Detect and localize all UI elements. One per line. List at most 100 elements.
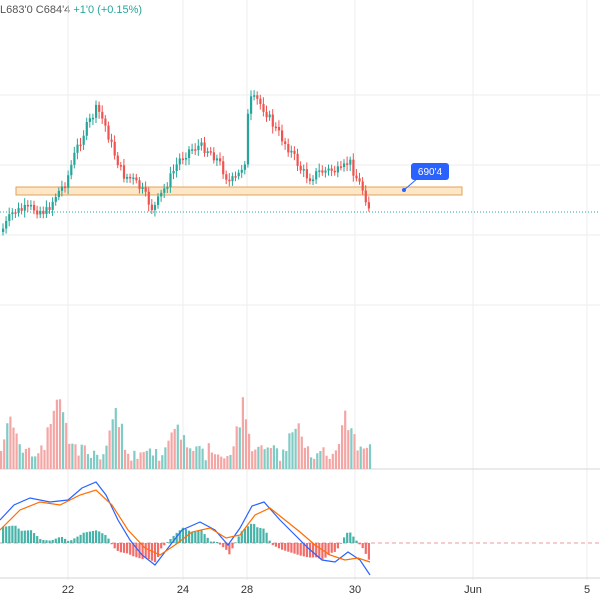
volume-bar <box>254 449 257 469</box>
macd-hist-bar <box>321 543 324 560</box>
macd-hist-bar <box>274 543 277 547</box>
volume-bar <box>341 425 344 469</box>
candle-body <box>26 204 29 207</box>
macd-hist-bar <box>287 543 290 552</box>
macd-hist-bar <box>290 543 293 553</box>
volume-bar <box>145 450 148 469</box>
volume-bar <box>130 460 133 469</box>
macd-hist-bar <box>70 540 73 543</box>
candle-body <box>122 165 126 179</box>
candle-body <box>246 113 250 165</box>
candle-body <box>339 166 343 168</box>
macd-hist-bar <box>271 543 274 546</box>
volume-bar <box>142 452 145 469</box>
macd-hist-bar <box>219 543 222 545</box>
volume-bar <box>347 430 350 469</box>
macd-hist-bar <box>318 543 321 559</box>
volume-bar <box>52 410 55 469</box>
volume-bar <box>65 422 68 469</box>
macd-hist-bar <box>256 527 259 543</box>
macd-hist-bar <box>315 543 318 558</box>
candle-body <box>343 163 346 168</box>
volume-bar <box>232 446 235 469</box>
volume-bar <box>0 450 3 469</box>
volume-bar <box>279 460 282 469</box>
candle-body <box>135 177 138 181</box>
candle-body <box>73 152 76 165</box>
candle-body <box>20 208 23 211</box>
volume-bar <box>285 451 288 469</box>
volume-bar <box>40 445 43 469</box>
volume-bar <box>272 445 275 469</box>
candle-body <box>305 169 308 179</box>
candle-body <box>271 114 274 127</box>
candle-body <box>358 178 361 182</box>
volume-bar <box>12 427 15 469</box>
candle-body <box>169 173 172 188</box>
candle-body <box>163 188 166 193</box>
volume-bar <box>257 446 260 469</box>
candle-body <box>293 150 296 154</box>
volume-bar <box>34 456 37 469</box>
candle-body <box>231 176 234 182</box>
macd-hist-bar <box>33 533 36 543</box>
macd-hist-bar <box>246 526 250 543</box>
macd-hist-bar <box>212 541 215 543</box>
label-text: 690'4 <box>418 167 443 178</box>
candle-body <box>144 187 147 192</box>
candle-body <box>215 158 219 161</box>
candle-body <box>253 95 256 97</box>
candle-body <box>85 121 88 136</box>
candle-body <box>355 175 358 179</box>
volume-bar <box>229 454 232 469</box>
x-tick-label: 24 <box>177 584 189 596</box>
macd-hist-bar <box>132 543 135 557</box>
volume-bar <box>251 451 254 469</box>
volume-bar <box>179 439 182 469</box>
volume-bar <box>93 450 96 469</box>
candle-body <box>33 204 36 211</box>
macd-hist-bar <box>45 540 48 543</box>
volume-bar <box>260 445 263 469</box>
volume-bar <box>173 428 176 469</box>
candle-body <box>166 187 169 189</box>
volume-bar <box>210 452 213 469</box>
candle-body <box>42 210 45 215</box>
candle-body <box>141 187 144 189</box>
macd-hist-bar <box>175 532 178 543</box>
candle-body <box>256 95 259 99</box>
volume-bar <box>359 446 362 469</box>
macd-hist-bar <box>5 526 8 543</box>
macd-hist-bar <box>228 543 231 555</box>
volume-bar <box>108 430 111 469</box>
volume-bar <box>96 454 99 469</box>
candle-body <box>321 170 324 173</box>
macd-hist-bar <box>60 536 64 543</box>
macd-hist-bar <box>172 535 175 543</box>
volume-bar <box>46 427 49 469</box>
macd-hist-bar <box>14 525 17 543</box>
volume-bar <box>37 453 40 469</box>
macd-hist-bar <box>26 530 29 543</box>
candle-body <box>296 153 299 166</box>
candle-body <box>45 207 48 215</box>
macd-hist-bar <box>122 543 126 553</box>
macd-hist-bar <box>29 530 33 543</box>
macd-hist-bar <box>312 543 315 558</box>
candle-body <box>88 118 91 122</box>
macd-hist-bar <box>95 530 98 543</box>
macd-hist-bar <box>343 537 346 543</box>
candle-body <box>188 149 191 158</box>
resistance-zone[interactable] <box>15 186 463 196</box>
macd-hist-bar <box>51 539 54 543</box>
price-alert-label[interactable]: 690'4 <box>402 163 449 192</box>
volume-bar <box>310 457 313 469</box>
macd-hist-bar <box>160 543 163 549</box>
macd-hist-bar <box>231 543 234 549</box>
volume-bar <box>68 443 71 469</box>
macd-hist-bar <box>39 539 42 543</box>
volume-bar <box>244 419 248 469</box>
macd-hist-bar <box>333 543 336 552</box>
macd-hist-bar <box>73 538 76 543</box>
